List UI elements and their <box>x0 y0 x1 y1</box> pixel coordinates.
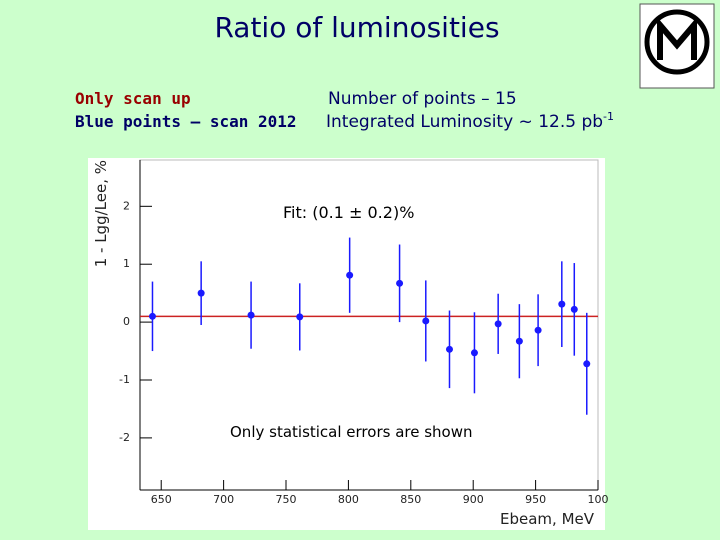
data-point <box>570 305 578 313</box>
data-point <box>583 360 591 368</box>
x-tick-label: 100 <box>588 493 609 506</box>
logo-m <box>657 16 697 60</box>
x-tick-label: 800 <box>338 493 359 506</box>
slide-title: Ratio of luminosities <box>214 11 499 44</box>
data-point <box>247 311 255 319</box>
x-tick-label: 700 <box>213 493 234 506</box>
y-tick-label: -2 <box>119 431 130 444</box>
data-point <box>422 317 430 325</box>
x-tick-label: 750 <box>276 493 297 506</box>
note: Only scan up <box>75 89 191 108</box>
data-point <box>396 279 404 287</box>
x-tick-label: 900 <box>463 493 484 506</box>
y-tick-label: -1 <box>119 373 130 386</box>
data-point <box>346 271 354 279</box>
data-point <box>296 313 304 321</box>
data-point <box>558 300 566 308</box>
x-tick-label: 950 <box>525 493 546 506</box>
annotation: Only statistical errors are shown <box>230 423 473 441</box>
data-point <box>470 349 478 357</box>
data-point <box>494 320 502 328</box>
x-axis-label: Ebeam, MeV <box>500 510 595 528</box>
y-tick-label: 1 <box>123 257 130 270</box>
data-point <box>197 289 205 297</box>
note: Blue points – scan 2012 <box>75 112 297 131</box>
note: Number of points – 15 <box>328 89 517 109</box>
x-tick-label: 650 <box>151 493 172 506</box>
data-point <box>534 326 542 334</box>
y-axis-label: 1 - Lgg/Lee, % <box>92 160 110 267</box>
annotation: Fit: (0.1 ± 0.2)% <box>283 203 414 222</box>
note: Integrated Luminosity ~ 12.5 pb-1 <box>326 110 614 132</box>
data-point <box>515 337 523 345</box>
note-text: Integrated Luminosity ~ 12.5 pb <box>326 112 603 132</box>
data-point <box>148 312 156 320</box>
x-tick-label: 850 <box>400 493 421 506</box>
logo <box>639 3 715 89</box>
y-tick-label: 2 <box>123 199 130 212</box>
superscript: -1 <box>603 110 614 123</box>
y-tick-label: 0 <box>123 315 130 328</box>
logo-ring <box>644 9 710 75</box>
data-point <box>445 345 453 353</box>
